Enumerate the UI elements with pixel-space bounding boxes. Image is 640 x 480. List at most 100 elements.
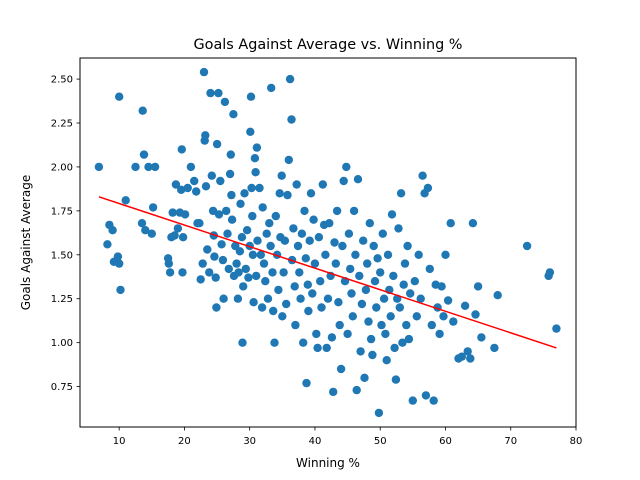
data-point — [342, 162, 351, 172]
data-point — [295, 268, 304, 277]
trend-layer — [98, 196, 557, 349]
data-point — [466, 354, 475, 363]
data-point — [222, 206, 231, 216]
data-point — [383, 250, 393, 259]
data-point — [226, 150, 235, 159]
data-point — [196, 275, 205, 284]
data-point — [312, 329, 321, 339]
data-point — [108, 226, 117, 235]
data-point — [429, 396, 438, 405]
data-point — [214, 210, 224, 219]
data-point — [493, 291, 502, 300]
data-point — [234, 268, 243, 277]
data-point — [168, 208, 177, 217]
data-point — [374, 408, 384, 418]
data-point — [171, 180, 181, 189]
data-point — [267, 83, 276, 93]
y-tick-label: 1.00 — [51, 338, 73, 349]
data-point — [214, 88, 223, 98]
trend-line — [98, 196, 557, 349]
data-point — [178, 268, 187, 277]
x-tick-label: 70 — [504, 436, 517, 447]
data-point — [246, 127, 255, 136]
data-point — [443, 296, 453, 305]
data-point — [339, 176, 348, 186]
data-point — [282, 299, 291, 309]
data-point — [256, 250, 265, 259]
data-point — [418, 171, 427, 180]
data-point — [349, 206, 359, 216]
data-point — [278, 312, 287, 321]
data-point — [249, 298, 258, 307]
data-point — [394, 224, 403, 233]
y-tick-label: 1.25 — [51, 294, 73, 305]
data-point — [293, 241, 303, 251]
data-point — [257, 303, 267, 312]
y-axis: 0.75 1.00 1.25 1.50 1.75 2.00 2.25 2.50 — [51, 75, 80, 393]
data-point — [460, 301, 470, 310]
data-point — [274, 285, 283, 295]
data-point — [387, 210, 397, 219]
data-point — [356, 347, 365, 356]
data-point — [247, 183, 256, 193]
data-point — [232, 259, 241, 268]
data-point — [364, 317, 373, 326]
data-point — [322, 343, 331, 353]
data-point — [416, 294, 425, 303]
data-point — [144, 162, 153, 172]
data-point — [329, 387, 338, 397]
data-point — [471, 310, 480, 319]
points-layer — [94, 67, 561, 418]
data-point — [241, 264, 250, 274]
y-tick-label: 1.50 — [51, 250, 73, 261]
data-point — [236, 199, 245, 208]
data-point — [178, 233, 188, 242]
data-point — [408, 396, 417, 405]
data-point — [353, 175, 363, 184]
data-point — [370, 277, 380, 286]
data-point — [545, 268, 555, 277]
data-point — [262, 229, 271, 238]
data-point — [321, 250, 330, 259]
data-point — [336, 364, 346, 374]
data-point — [269, 306, 278, 316]
data-point — [201, 182, 211, 191]
data-point — [271, 211, 280, 221]
data-point — [318, 180, 327, 189]
data-point — [233, 294, 243, 303]
data-point — [164, 259, 173, 268]
data-point — [263, 294, 273, 303]
data-point — [402, 320, 411, 330]
data-point — [289, 224, 298, 233]
data-point — [330, 238, 339, 247]
data-point — [139, 150, 149, 159]
y-tick-label: 1.75 — [51, 206, 73, 217]
data-point — [316, 277, 325, 286]
data-point — [253, 236, 262, 245]
data-point — [297, 229, 307, 238]
data-point — [170, 231, 179, 240]
y-axis-title: Goals Against Average — [19, 175, 33, 311]
data-point — [147, 229, 156, 238]
data-point — [351, 250, 360, 259]
data-point — [410, 277, 419, 286]
data-point — [227, 215, 237, 224]
data-point — [310, 259, 320, 268]
data-point — [303, 280, 312, 289]
data-point — [131, 162, 140, 172]
data-point — [284, 155, 293, 165]
data-point — [115, 259, 124, 268]
data-point — [165, 268, 175, 277]
y-tick-label: 2.25 — [51, 119, 73, 130]
data-point — [348, 312, 357, 321]
data-point — [248, 211, 257, 221]
data-point — [369, 241, 378, 251]
x-axis-title: Winning % — [296, 456, 360, 470]
data-point — [404, 334, 414, 344]
data-point — [280, 236, 290, 245]
data-point — [255, 183, 264, 193]
data-point — [238, 338, 247, 347]
data-point — [368, 350, 377, 360]
data-point — [389, 271, 398, 281]
data-point — [300, 206, 309, 216]
